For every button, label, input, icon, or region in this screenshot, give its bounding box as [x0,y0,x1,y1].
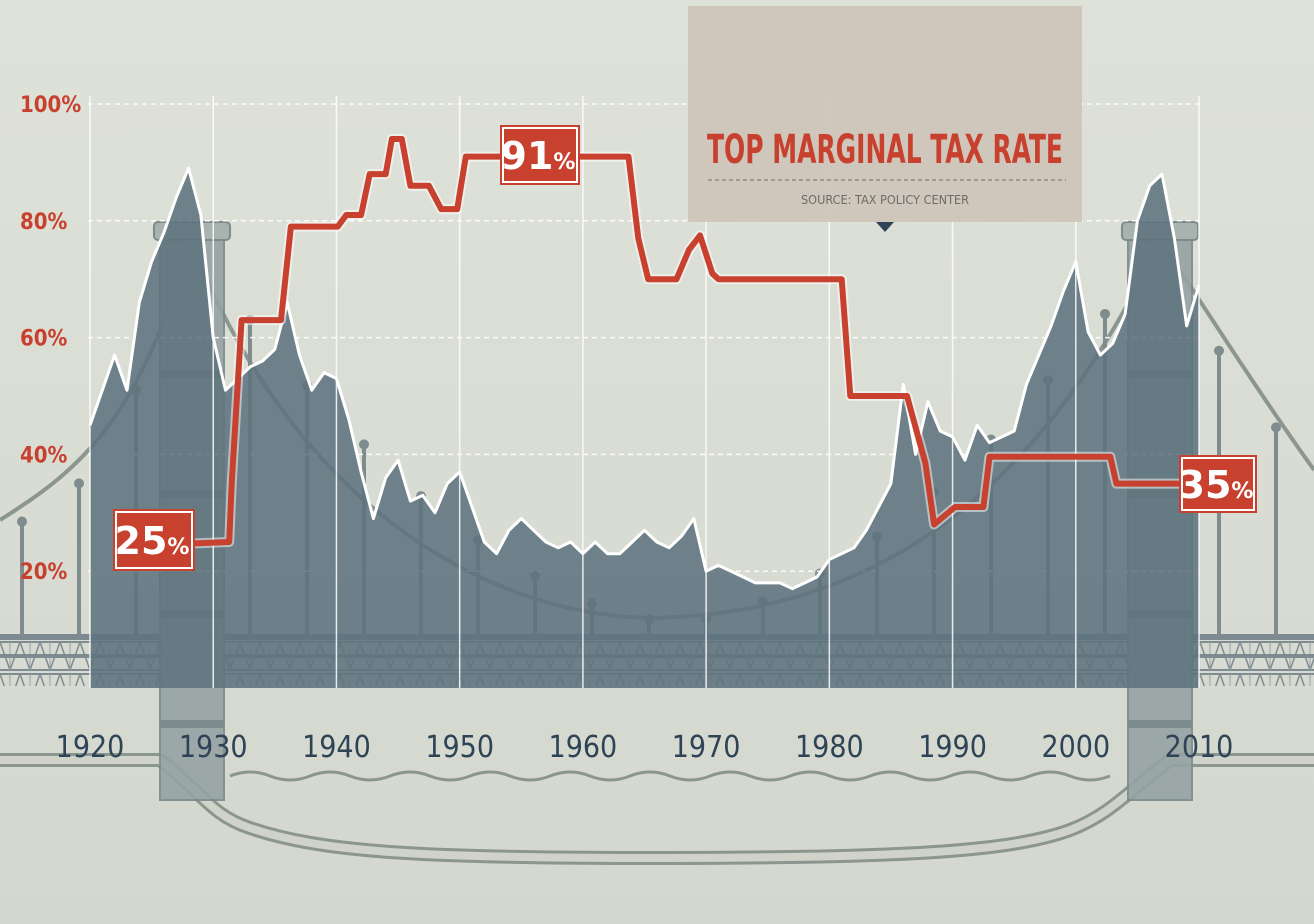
bridge-tower-band [1128,720,1192,728]
callout-label: 25% [113,509,195,571]
chart-subtitle: SOURCE: TAX POLICY CENTER [801,193,970,207]
y-tick-label: 20% [20,560,68,585]
x-tick-label: 1920 [56,730,125,765]
callout-label: 91% [500,125,580,185]
title-box-bg [688,6,1082,222]
x-tick-label: 1930 [179,730,248,765]
title-box: TOP MARGINAL TAX RATE SOURCE: TAX POLICY… [688,6,1082,232]
tax-rate-callouts: 25%91%35% [113,125,1257,571]
x-tick-label: 1980 [795,730,864,765]
callout-unit: % [1231,479,1253,504]
x-tick-label: 1950 [425,730,494,765]
callout-text: 25% [115,519,190,563]
callout-box [1179,455,1257,513]
bridge-river-bank-inner [0,756,1314,862]
callout-box-border [502,127,578,183]
x-tick-label: 1940 [302,730,371,765]
y-tick-label: 80% [20,210,68,235]
x-tick-label: 1970 [672,730,741,765]
bridge-hanger-knot [1271,422,1281,433]
bridge-tower-band [160,720,224,728]
chart-title: TOP MARGINAL TAX RATE [707,127,1063,173]
bridge-water-wave [229,770,1111,782]
callout-box-border [1181,457,1255,511]
y-tick-label: 40% [20,443,68,468]
tax-rate-line [157,134,1199,550]
callout-box-border [115,511,193,569]
callout-value: 35 [1179,463,1232,507]
bridge-hanger-knot [359,439,369,450]
callout-box [500,125,580,185]
x-tick-label: 1990 [918,730,987,765]
callout-unit: % [553,150,575,175]
x-axis: 1920 1930 1940 1950 1960 1970 1980 1990 2000 2010 [56,730,1234,765]
callout-text: 35% [1179,463,1254,507]
callout-value: 25 [115,519,168,563]
callout-unit: % [167,535,189,560]
y-axis: 20% 40% 60% 80% 100% [20,93,81,585]
x-tick-label: 2010 [1165,730,1234,765]
area-series [88,166,1201,688]
x-tick-label: 2000 [1041,730,1110,765]
bridge-hanger-knot [1214,345,1224,356]
x-tick-label: 1960 [549,730,618,765]
callout-text: 91% [501,134,576,178]
y-tick-label: 60% [20,327,68,352]
bridge-hanger-knot [74,478,84,489]
bridge-hanger-knot [17,516,27,527]
callout-box [113,509,195,571]
bridge-hanger-knot [1100,308,1110,319]
area-fill [90,168,1199,688]
callout-label: 35% [1179,455,1257,513]
y-tick-label: 100% [20,93,81,118]
title-pointer-icon [876,222,894,232]
callout-value: 91 [501,134,554,178]
area-outline [88,166,1201,591]
tax-line [157,136,1199,548]
